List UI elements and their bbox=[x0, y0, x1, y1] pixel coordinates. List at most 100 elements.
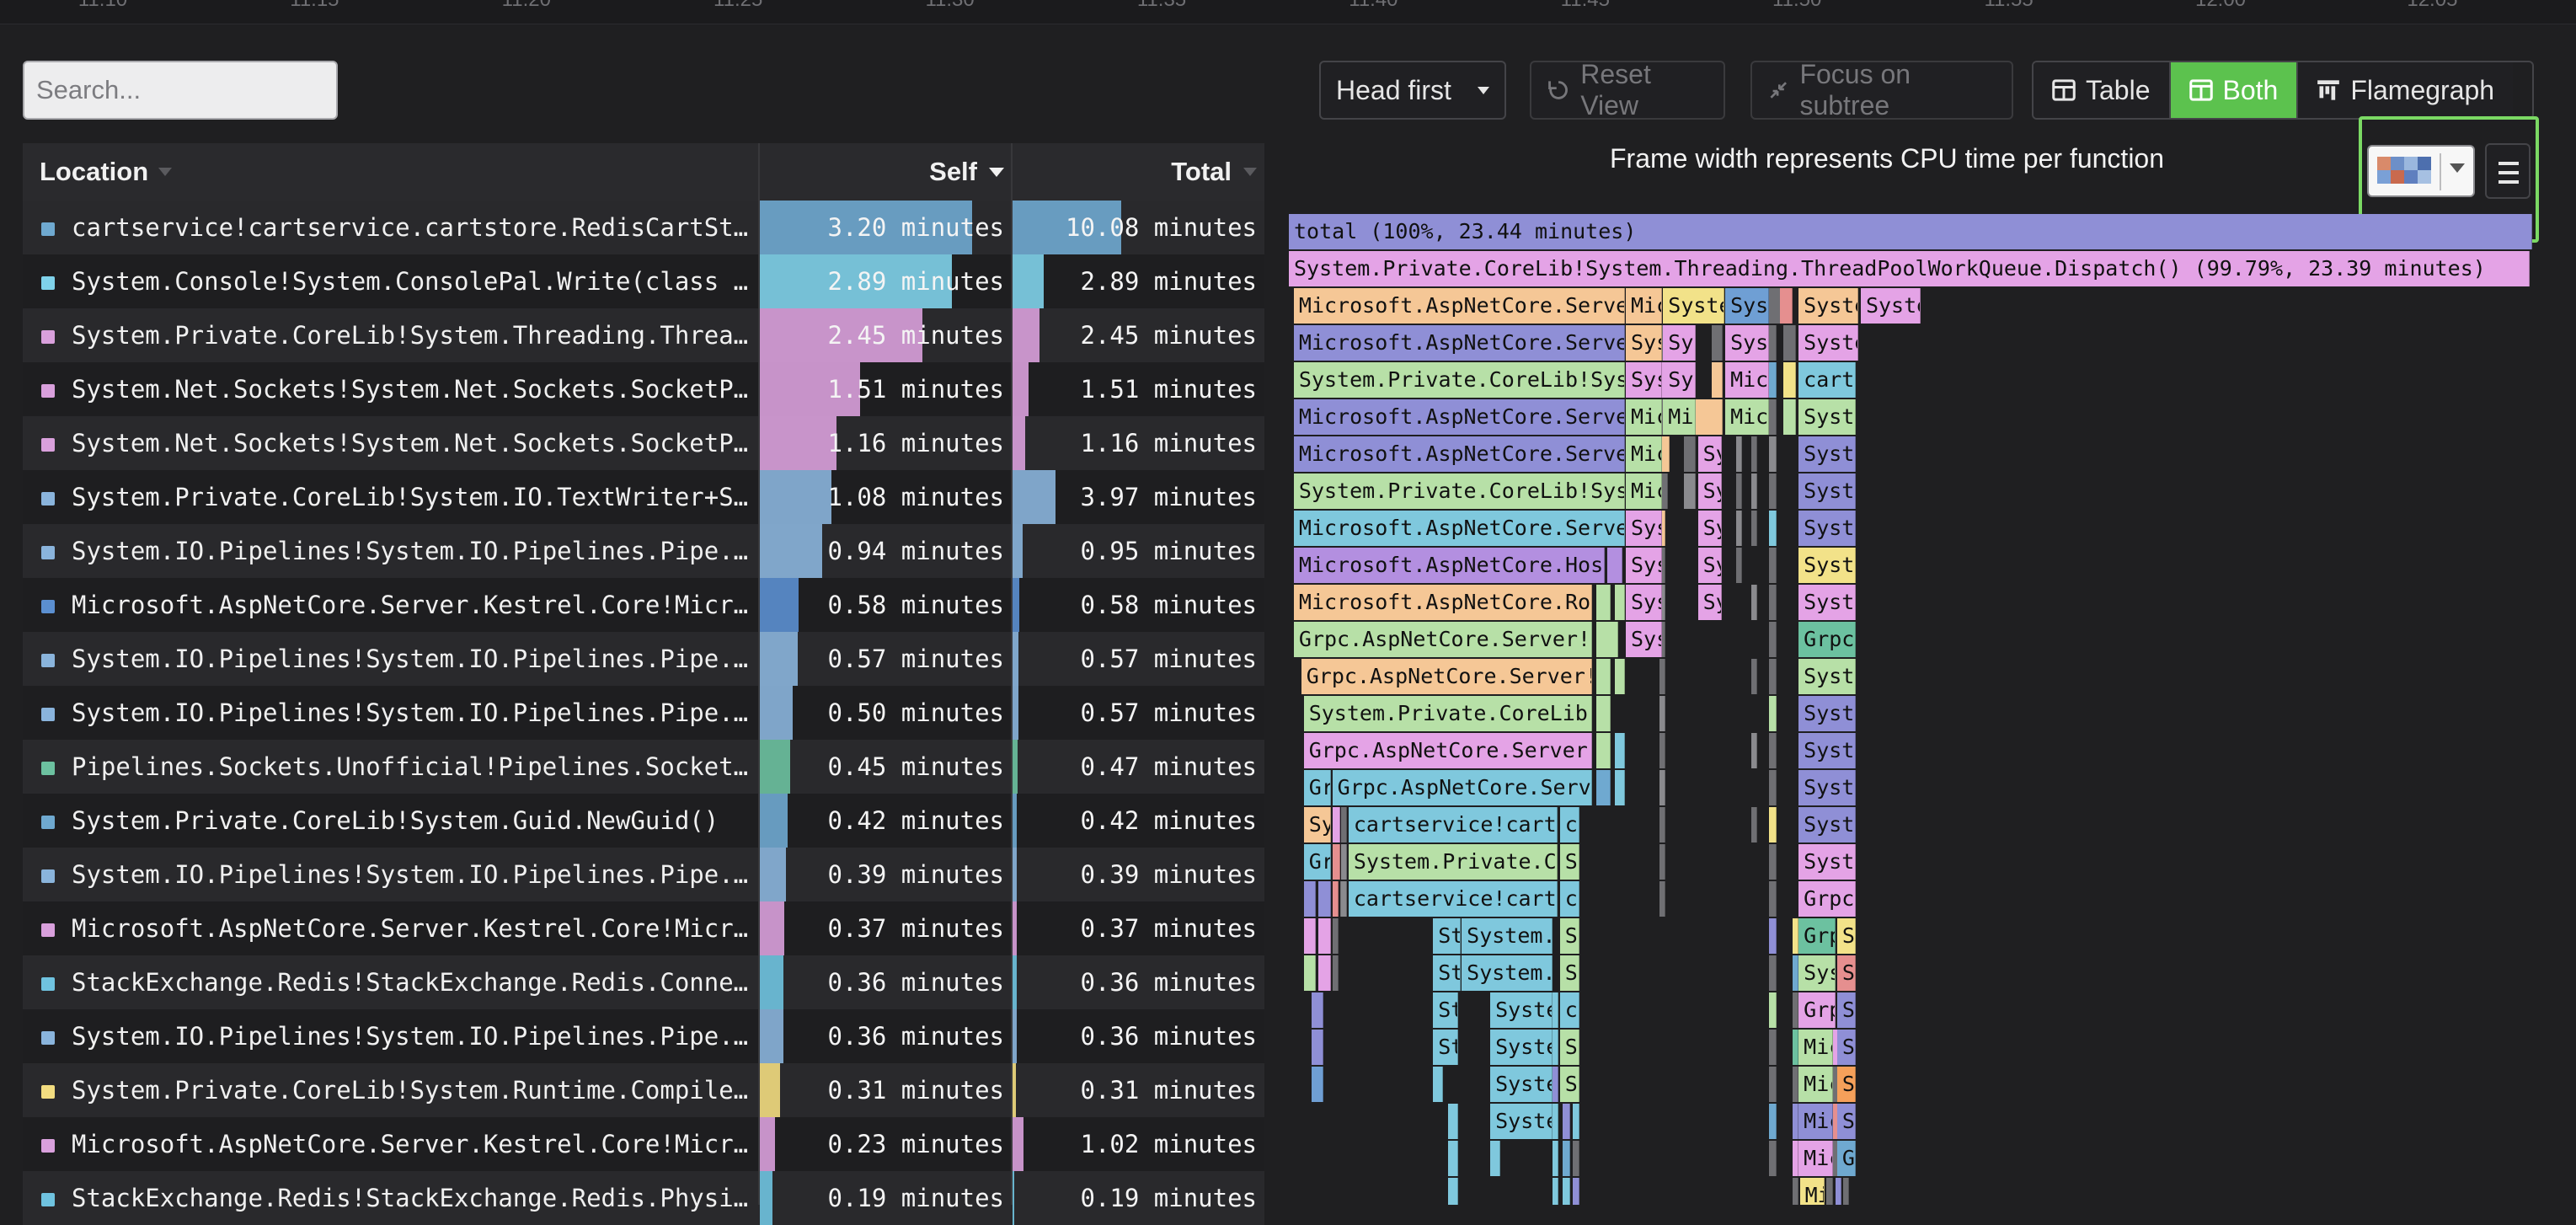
flame-frame[interactable]: Microsoft.AspNetCore.Routing!Microsoft.A… bbox=[1293, 585, 1593, 620]
flame-sliver[interactable] bbox=[1659, 696, 1665, 731]
flame-sliver[interactable] bbox=[1736, 436, 1743, 472]
table-row[interactable]: System.Private.CoreLib!System.Guid.NewGu… bbox=[23, 794, 1264, 848]
view-flamegraph-button[interactable]: Flamegraph bbox=[2298, 62, 2514, 118]
flame-frame[interactable]: Syste bbox=[1625, 548, 1662, 583]
flame-sliver[interactable] bbox=[1751, 436, 1758, 472]
flame-frame[interactable]: Stac bbox=[1433, 1030, 1458, 1065]
flame-frame[interactable]: System.Pr bbox=[1798, 659, 1857, 694]
flame-frame[interactable]: Microsoft.AspNetCore.Server.Kestrel.Core… bbox=[1293, 288, 1625, 324]
flame-frame[interactable]: Micr bbox=[1798, 1141, 1834, 1176]
flame-sliver[interactable] bbox=[1595, 733, 1611, 768]
table-row[interactable]: System.Private.CoreLib!System.Threading.… bbox=[23, 308, 1264, 362]
flame-frame[interactable]: Micros bbox=[1625, 399, 1662, 435]
flame-sliver[interactable] bbox=[1751, 585, 1758, 620]
flame-sliver[interactable] bbox=[1311, 1067, 1324, 1102]
flame-frame[interactable]: System.Pr bbox=[1798, 548, 1857, 583]
flame-frame[interactable]: car bbox=[1559, 807, 1580, 843]
flame-sliver[interactable] bbox=[1332, 881, 1339, 917]
flame-sliver[interactable] bbox=[1792, 992, 1798, 1028]
table-row[interactable]: cartservice!cartservice.cartstore.RedisC… bbox=[23, 201, 1264, 254]
flame-frame[interactable]: Stack bbox=[1433, 918, 1461, 954]
flame-sliver[interactable] bbox=[1736, 511, 1743, 546]
flame-frame[interactable] bbox=[1780, 288, 1793, 324]
flame-frame[interactable]: Syste bbox=[1625, 622, 1662, 657]
flame-frame[interactable]: System.Pr bbox=[1860, 288, 1921, 324]
flame-sliver[interactable] bbox=[1768, 955, 1777, 991]
flame-frame[interactable]: System.Pr bbox=[1798, 436, 1857, 472]
total-column-header[interactable]: Total bbox=[1013, 143, 1265, 201]
flame-frame[interactable]: Grpc bbox=[1303, 770, 1332, 805]
flame-frame[interactable]: Syste bbox=[1663, 362, 1696, 398]
flame-sliver[interactable] bbox=[1447, 1141, 1458, 1176]
flame-sliver[interactable] bbox=[1659, 622, 1665, 657]
table-row[interactable]: Microsoft.AspNetCore.Server.Kestrel.Core… bbox=[23, 901, 1264, 955]
flame-frame[interactable]: System.Pr bbox=[1798, 399, 1857, 435]
flame-frame[interactable]: Micro bbox=[1625, 473, 1662, 509]
flame-frame[interactable]: Grpc.AspNe bbox=[1798, 881, 1857, 917]
flame-sliver[interactable] bbox=[1303, 918, 1317, 954]
flame-sliver[interactable] bbox=[1792, 1067, 1798, 1102]
flame-sliver[interactable] bbox=[1768, 436, 1777, 472]
table-row[interactable]: Microsoft.AspNetCore.Server.Kestrel.Core… bbox=[23, 1117, 1264, 1171]
timeline-axis[interactable]: 11:10 11:15 11:20 11:25 11:30 11:35 11:40 11:45… bbox=[0, 0, 2576, 24]
flame-frame[interactable]: System.Private.CoreLib!System.Threading.… bbox=[1289, 251, 2531, 286]
flame-sliver[interactable] bbox=[1340, 807, 1348, 843]
flame-frame[interactable]: Sys bbox=[1836, 1067, 1857, 1102]
flame-frame[interactable]: Grpc.AspNetCore.Server!Grpc.AspNetCore.S… bbox=[1303, 733, 1593, 768]
flame-frame[interactable]: Sys bbox=[1836, 1104, 1857, 1139]
self-column-header[interactable]: Self bbox=[760, 143, 1013, 201]
flame-frame[interactable]: System.Private.CoreLib!System.Runtime.Co… bbox=[1303, 696, 1593, 731]
flame-sliver[interactable] bbox=[1768, 992, 1777, 1028]
flame-sliver[interactable] bbox=[1736, 548, 1743, 583]
location-column-header[interactable]: Location bbox=[40, 143, 173, 201]
flame-frame[interactable]: cartservic bbox=[1798, 362, 1857, 398]
table-row[interactable]: System.IO.Pipelines!System.IO.Pipelines.… bbox=[23, 1009, 1264, 1063]
flame-frame[interactable]: System.Pr bbox=[1798, 585, 1857, 620]
table-row[interactable]: Microsoft.AspNetCore.Server.Kestrel.Core… bbox=[23, 578, 1264, 632]
flame-frame[interactable]: System.Pri bbox=[1798, 288, 1858, 324]
flame-sliver[interactable] bbox=[1332, 918, 1339, 954]
flame-frame[interactable]: Sys bbox=[1697, 473, 1722, 509]
flame-sliver[interactable] bbox=[1552, 1104, 1559, 1139]
flame-sliver[interactable] bbox=[1552, 1067, 1559, 1102]
flame-frame[interactable]: Sys bbox=[1697, 436, 1722, 472]
flame-sliver[interactable] bbox=[1783, 362, 1797, 398]
flame-frame[interactable]: Microsoft.AspNetCore.Server.Kestrel.Core… bbox=[1293, 436, 1625, 472]
flame-sliver[interactable] bbox=[1792, 1178, 1798, 1205]
table-row[interactable]: System.Console!System.ConsolePal.Write(c… bbox=[23, 254, 1264, 308]
flame-sliver[interactable] bbox=[1332, 844, 1340, 880]
flame-sliver[interactable] bbox=[1768, 325, 1777, 361]
flame-frame[interactable]: car bbox=[1559, 992, 1580, 1028]
flame-frame[interactable]: System.Pr bbox=[1798, 511, 1857, 546]
flame-frame[interactable]: Micr bbox=[1798, 1067, 1834, 1102]
table-row[interactable]: System.IO.Pipelines!System.IO.Pipelines.… bbox=[23, 524, 1264, 578]
reset-view-button[interactable]: Reset View bbox=[1530, 59, 1725, 120]
flame-frame[interactable]: Syste bbox=[1625, 511, 1662, 546]
flame-sliver[interactable] bbox=[1768, 585, 1777, 620]
flame-frame[interactable]: System. bbox=[1725, 288, 1769, 324]
table-row[interactable]: System.Net.Sockets!System.Net.Sockets.So… bbox=[23, 362, 1264, 416]
flame-sliver[interactable] bbox=[1447, 1104, 1458, 1139]
flame-sliver[interactable] bbox=[1572, 1141, 1580, 1176]
flame-sliver[interactable] bbox=[1661, 436, 1670, 472]
flame-sliver[interactable] bbox=[1552, 992, 1559, 1028]
flame-frame[interactable]: Sys bbox=[1559, 955, 1580, 991]
flame-frame[interactable]: Microso bbox=[1725, 362, 1769, 398]
flame-sliver[interactable] bbox=[1768, 511, 1777, 546]
flame-sliver[interactable] bbox=[1614, 770, 1625, 805]
flame-frame[interactable]: car bbox=[1559, 881, 1580, 917]
flame-frame[interactable]: Microsoft.AspNetCore.Server.Kestrel.Core… bbox=[1293, 399, 1625, 435]
flame-frame[interactable]: Sys bbox=[1697, 585, 1722, 620]
flame-sliver[interactable] bbox=[1332, 807, 1340, 843]
flame-frame[interactable]: cartservice!cartservice.cartstore.R bbox=[1348, 881, 1558, 917]
flame-frame[interactable]: System.Pr bbox=[1798, 770, 1857, 805]
flame-sliver[interactable] bbox=[1783, 399, 1797, 435]
flame-sliver[interactable] bbox=[1768, 399, 1777, 435]
flame-sliver[interactable] bbox=[1659, 511, 1665, 546]
flame-sliver[interactable] bbox=[1836, 1178, 1842, 1205]
flame-frame[interactable]: Grpc.AspNe bbox=[1798, 622, 1857, 657]
flame-sliver[interactable] bbox=[1340, 844, 1348, 880]
flame-sliver[interactable] bbox=[1768, 881, 1777, 917]
flame-sliver[interactable] bbox=[1303, 955, 1317, 991]
flame-frame[interactable]: Sys bbox=[1836, 918, 1857, 954]
